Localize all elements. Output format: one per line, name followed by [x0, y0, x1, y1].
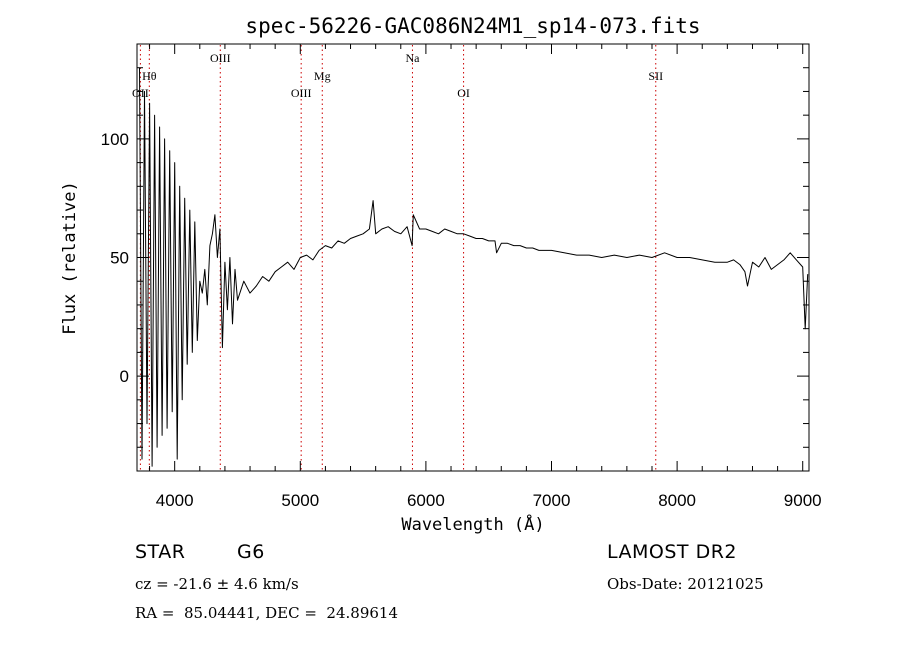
- y-tick-label: 50: [110, 249, 129, 268]
- object-subclass: G6: [237, 541, 265, 563]
- x-tick-label: 5000: [281, 491, 319, 510]
- observation-date: Obs-Date: 20121025: [607, 575, 764, 593]
- x-tick-label: 9000: [784, 491, 822, 510]
- x-tick-label: 8000: [658, 491, 696, 510]
- spectral-line-label: OIII: [291, 86, 312, 100]
- chart-title: spec-56226-GAC086N24M1_sp14-073.fits: [245, 14, 700, 38]
- spectral-line-label: OII: [132, 86, 149, 100]
- spectral-line-label: OI: [457, 86, 470, 100]
- spectral-line-label: OIII: [210, 51, 231, 65]
- spectral-line-label: Hθ: [142, 69, 157, 83]
- spectral-line-label: SII: [648, 69, 663, 83]
- y-tick-label: 100: [101, 130, 129, 149]
- spectrum-series: [139, 67, 809, 467]
- spectral-line-label: Mg: [314, 69, 331, 83]
- y-axis-title: Flux (relative): [60, 181, 80, 335]
- survey-name: LAMOST DR2: [607, 541, 737, 563]
- axis-tick-labels: 4000 5000 6000 7000 8000 9000 0 50 100: [101, 130, 822, 510]
- redshift-readout: cz = -21.6 ± 4.6 km/s: [135, 575, 299, 593]
- plot-frame: [136, 43, 810, 472]
- x-tick-label: 6000: [407, 491, 445, 510]
- object-type: STAR: [135, 541, 186, 563]
- x-tick-label: 4000: [156, 491, 194, 510]
- coordinates-readout: RA = 85.04441, DEC = 24.89614: [135, 604, 399, 622]
- spectral-line-label: Na: [405, 51, 420, 65]
- spectrum-line: [139, 67, 809, 467]
- axis-ticks: [137, 44, 809, 471]
- x-tick-label: 7000: [533, 491, 571, 510]
- y-tick-label: 0: [120, 367, 129, 386]
- x-axis-title: Wavelength (Å): [401, 513, 544, 535]
